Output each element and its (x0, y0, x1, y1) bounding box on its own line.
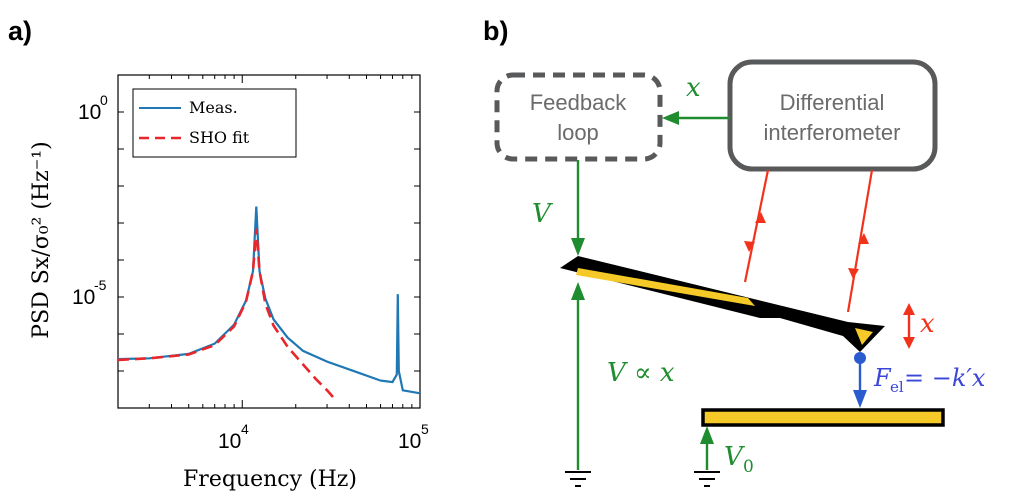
x-tick-label-0: 10 4 (218, 421, 249, 453)
v-output-arrowhead (571, 238, 585, 256)
series-layer (117, 206, 421, 400)
y-tick-label-0: 10 0 (78, 92, 108, 124)
v-prop-label: V ∝ x (607, 358, 675, 388)
svg-text:F: F (873, 364, 892, 392)
svg-text:4: 4 (241, 421, 249, 437)
cantilever-beam (560, 256, 885, 352)
svg-text:el: el (890, 378, 904, 396)
feedback-label-line1: Feedback (530, 90, 628, 115)
svg-text:PSD Sx/σ₀² (Hz⁻¹): PSD Sx/σ₀² (Hz⁻¹) (29, 141, 54, 338)
force-origin-dot (854, 352, 866, 364)
svg-text:5: 5 (421, 421, 429, 437)
svg-text:10: 10 (78, 101, 101, 124)
svg-text:V: V (724, 442, 745, 472)
force-arrowhead (853, 390, 867, 408)
panel-a-label: a) (8, 16, 32, 46)
cantilever-tip (855, 328, 873, 345)
plot-frame (117, 74, 421, 409)
interferometer-box (727, 59, 938, 172)
svg-text:= −k′x: = −k′x (904, 364, 986, 392)
v-label: V (532, 199, 553, 229)
x-displacement-arrow (903, 303, 915, 349)
legend-meas-label: Meas. (189, 98, 238, 117)
cantilever-electrode (576, 268, 755, 306)
legend-fit-label: SHO fit (189, 128, 250, 147)
svg-text:0: 0 (743, 457, 754, 477)
force-label: F el = −k′x (873, 364, 986, 396)
laser-beam-left (743, 169, 770, 283)
svg-text:10: 10 (72, 286, 95, 309)
x-signal-label: x (686, 73, 701, 103)
v-prop-arrowhead (571, 282, 585, 300)
v0-arrowhead (700, 426, 714, 444)
ground-symbol-left (565, 471, 591, 487)
svg-text:0: 0 (100, 92, 108, 108)
legend-box (132, 88, 297, 158)
legend: Meas. SHO fit (132, 88, 297, 158)
y-axis-label: PSD Sx/σ₀² (Hz⁻¹) (29, 141, 54, 338)
svg-text:10: 10 (398, 430, 421, 453)
ground-symbol-right (694, 471, 720, 487)
y-tick-label-1: 10 -5 (72, 277, 107, 309)
interferometer-label-line2: interferometer (764, 120, 901, 145)
x-displacement-label: x (920, 309, 935, 339)
laser-beam-right (846, 169, 874, 313)
svg-text:10: 10 (218, 430, 241, 453)
x-tick-label-1: 10 5 (398, 421, 429, 453)
feedback-loop-box (494, 72, 663, 162)
panel-b-label: b) (483, 16, 508, 46)
v0-label: V 0 (724, 442, 754, 477)
series-sho-fit-line (117, 228, 336, 400)
plot-area (117, 74, 421, 409)
series-meas-line (117, 206, 421, 395)
bottom-electrode (701, 408, 945, 427)
svg-text:-5: -5 (94, 277, 107, 293)
axis-ticks (117, 74, 421, 409)
interferometer-label-line1: Differential (780, 90, 885, 115)
x-signal-arrowhead (662, 111, 679, 125)
x-axis-label: Frequency (Hz) (183, 467, 357, 492)
feedback-label-line2: loop (557, 120, 599, 145)
